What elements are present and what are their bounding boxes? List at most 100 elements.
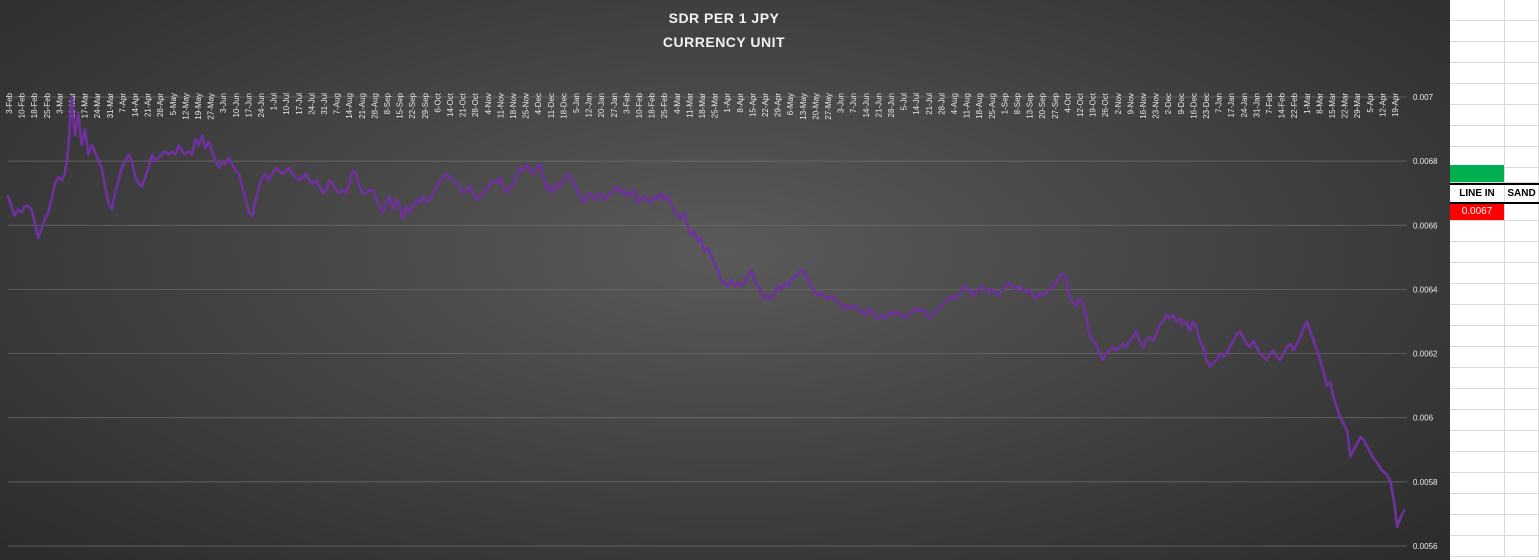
sheet-row (1450, 84, 1539, 105)
sheet-cell[interactable] (1505, 326, 1539, 346)
x-tick-label: 16-Nov (1139, 93, 1148, 119)
sheet-cell[interactable] (1505, 536, 1539, 556)
sheet-cell[interactable] (1505, 515, 1539, 535)
sheet-cell[interactable] (1450, 263, 1505, 283)
sheet-cell[interactable] (1450, 431, 1505, 451)
sheet-cell[interactable] (1450, 368, 1505, 388)
x-tick-label: 1-Mar (1303, 93, 1312, 114)
sheet-cell[interactable] (1450, 221, 1505, 241)
sheet-cell[interactable] (1505, 431, 1539, 451)
x-tick-label: 31-Jul (320, 93, 329, 115)
x-tick-label: 29-Sep (421, 92, 430, 118)
sheet-cell[interactable] (1450, 242, 1505, 262)
x-tick-label: 5-Apr (1366, 93, 1375, 113)
sheet-cell[interactable] (1450, 347, 1505, 367)
x-tick-label: 13-Sep (1026, 92, 1035, 118)
sheet-cell[interactable] (1450, 536, 1505, 556)
y-tick-label: 0.0068 (1413, 157, 1438, 166)
x-tick-label: 20-Jan (597, 93, 606, 117)
x-tick-label: 15-Mar (1328, 93, 1337, 119)
sheet-cell[interactable] (1450, 515, 1505, 535)
x-tick-label: 3-Jun (837, 93, 846, 113)
sheet-row-red: 0.0067 (1450, 204, 1539, 221)
x-tick-label: 10-Jun (232, 93, 241, 117)
sheet-cell[interactable] (1450, 494, 1505, 514)
x-tick-label: 1-Jul (270, 93, 279, 111)
sheet-cell[interactable] (1505, 473, 1539, 493)
x-tick-label: 28-Oct (471, 92, 480, 117)
sheet-cell[interactable] (1505, 42, 1539, 62)
sheet-cell[interactable] (1505, 452, 1539, 472)
sheet-cell[interactable] (1505, 204, 1539, 220)
sheet-cell[interactable] (1450, 126, 1505, 146)
x-tick-label: 19-Apr (1391, 93, 1400, 117)
sheet-row (1450, 515, 1539, 536)
sheet-cell[interactable] (1450, 105, 1505, 125)
x-tick-label: 12-Apr (1378, 93, 1387, 117)
sheet-cell[interactable] (1505, 368, 1539, 388)
x-tick-label: 11-Nov (496, 93, 505, 118)
sheet-cell[interactable] (1505, 347, 1539, 367)
sheet-cell[interactable] (1505, 221, 1539, 241)
sheet-cell[interactable] (1505, 389, 1539, 409)
x-tick-label: 24-Jun (257, 93, 266, 117)
sheet-cell[interactable] (1505, 63, 1539, 83)
sheet-cell[interactable] (1505, 165, 1539, 182)
green-indicator-cell[interactable] (1450, 165, 1505, 182)
y-tick-label: 0.007 (1413, 93, 1434, 102)
x-tick-label: 23-Dec (1202, 93, 1211, 119)
sheet-cell[interactable] (1450, 42, 1505, 62)
x-tick-label: 3-Feb (5, 92, 14, 113)
spreadsheet-panel: LINE IN SAND 0.0067 (1450, 0, 1539, 560)
x-tick-label: 4-Mar (673, 93, 682, 114)
sheet-cell[interactable] (1505, 263, 1539, 283)
sheet-cell[interactable] (1505, 410, 1539, 430)
sheet-cell[interactable] (1450, 389, 1505, 409)
sheet-row (1450, 368, 1539, 389)
x-tick-label: 14-Jun (862, 93, 871, 117)
x-tick-label: 31-Jan (1252, 93, 1261, 117)
sheet-cell[interactable] (1505, 242, 1539, 262)
sheet-cell[interactable] (1505, 21, 1539, 41)
sheet-cell[interactable] (1505, 494, 1539, 514)
sheet-cell[interactable] (1505, 0, 1539, 20)
sheet-cell[interactable] (1450, 326, 1505, 346)
x-tick-label: 17-Mar (81, 93, 90, 119)
sand-header-cell[interactable]: SAND (1505, 185, 1539, 202)
sheet-cell[interactable] (1450, 0, 1505, 20)
sheet-cell[interactable] (1450, 147, 1505, 167)
sheet-cell[interactable] (1505, 84, 1539, 104)
sheet-row (1450, 263, 1539, 284)
sheet-cell[interactable] (1450, 305, 1505, 325)
x-tick-label: 14-Oct (446, 92, 455, 117)
x-tick-label: 28-Aug (370, 93, 379, 119)
sheet-cell[interactable] (1450, 63, 1505, 83)
x-tick-label: 15-Sep (396, 92, 405, 118)
x-tick-label: 18-Feb (30, 92, 39, 118)
sheet-cell[interactable] (1450, 21, 1505, 41)
y-tick-label: 0.0066 (1413, 221, 1438, 230)
y-tick-label: 0.0064 (1413, 285, 1438, 294)
x-tick-label: 29-Apr (774, 93, 783, 117)
sheet-cell[interactable] (1450, 452, 1505, 472)
sheet-row (1450, 42, 1539, 63)
line-in-value-cell[interactable]: 0.0067 (1450, 204, 1505, 220)
x-tick-label: 21-Oct (459, 92, 468, 117)
x-tick-label: 26-Oct (1101, 92, 1110, 117)
x-tick-label: 2-Dec (1164, 93, 1173, 114)
sheet-cell[interactable] (1450, 410, 1505, 430)
sheet-cell[interactable] (1450, 84, 1505, 104)
x-tick-label: 21-Jul (925, 93, 934, 115)
sheet-cell[interactable] (1505, 305, 1539, 325)
sheet-cell[interactable] (1505, 126, 1539, 146)
sheet-cell[interactable] (1505, 105, 1539, 125)
sheet-row (1450, 410, 1539, 431)
x-tick-label: 7-Jun (849, 93, 858, 113)
x-tick-label: 7-Jan (1215, 93, 1224, 113)
sheet-cell[interactable] (1450, 284, 1505, 304)
sheet-cell[interactable] (1505, 284, 1539, 304)
sheet-cell[interactable] (1450, 473, 1505, 493)
sheet-cell[interactable] (1505, 147, 1539, 167)
sheet-row (1450, 431, 1539, 452)
line-in-header-cell[interactable]: LINE IN (1450, 185, 1505, 202)
